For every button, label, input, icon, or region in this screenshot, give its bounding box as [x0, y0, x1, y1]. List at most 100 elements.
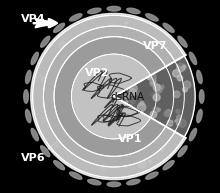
Circle shape	[73, 62, 79, 67]
Circle shape	[148, 123, 155, 131]
Circle shape	[151, 79, 156, 84]
Circle shape	[178, 59, 185, 66]
Circle shape	[84, 42, 91, 48]
Circle shape	[109, 80, 114, 85]
Circle shape	[84, 146, 88, 150]
Circle shape	[65, 49, 73, 57]
Circle shape	[62, 55, 67, 60]
Circle shape	[108, 42, 115, 49]
Circle shape	[176, 109, 180, 113]
Circle shape	[54, 78, 57, 82]
Ellipse shape	[88, 179, 101, 185]
Circle shape	[130, 98, 135, 104]
Circle shape	[106, 106, 109, 110]
Circle shape	[182, 65, 186, 69]
Circle shape	[153, 107, 159, 113]
Circle shape	[58, 101, 62, 105]
Circle shape	[119, 25, 124, 30]
Circle shape	[115, 106, 123, 114]
Circle shape	[106, 106, 108, 108]
Circle shape	[174, 123, 176, 125]
Circle shape	[102, 52, 104, 55]
Circle shape	[100, 161, 107, 169]
Circle shape	[93, 95, 100, 101]
Circle shape	[113, 89, 117, 92]
Circle shape	[101, 107, 107, 114]
Circle shape	[51, 63, 53, 66]
Circle shape	[108, 96, 114, 101]
Circle shape	[105, 85, 113, 93]
Circle shape	[183, 81, 191, 88]
Circle shape	[177, 115, 181, 120]
Circle shape	[121, 87, 123, 90]
Circle shape	[107, 101, 109, 103]
Circle shape	[101, 70, 108, 77]
Circle shape	[121, 68, 129, 76]
Ellipse shape	[26, 109, 31, 123]
Circle shape	[123, 76, 126, 79]
Circle shape	[125, 120, 127, 123]
Circle shape	[78, 58, 84, 63]
Circle shape	[98, 56, 103, 61]
Circle shape	[147, 75, 152, 79]
Circle shape	[108, 111, 111, 114]
Circle shape	[167, 65, 174, 72]
Circle shape	[143, 131, 147, 135]
Circle shape	[138, 70, 141, 74]
Circle shape	[85, 109, 94, 117]
Circle shape	[90, 113, 95, 118]
Circle shape	[130, 89, 136, 95]
Circle shape	[155, 82, 161, 88]
Circle shape	[76, 93, 79, 96]
Circle shape	[42, 78, 44, 81]
Ellipse shape	[54, 23, 65, 32]
Text: VP7: VP7	[143, 41, 167, 51]
Circle shape	[104, 95, 113, 104]
Circle shape	[152, 133, 158, 140]
Circle shape	[110, 91, 116, 97]
Circle shape	[69, 128, 71, 130]
Circle shape	[106, 88, 113, 96]
Circle shape	[126, 87, 128, 90]
Ellipse shape	[24, 90, 28, 103]
Text: VP6: VP6	[21, 153, 46, 163]
Circle shape	[167, 52, 172, 57]
Ellipse shape	[70, 172, 82, 179]
Circle shape	[132, 111, 136, 115]
Circle shape	[166, 110, 171, 115]
Circle shape	[79, 113, 82, 116]
Ellipse shape	[107, 6, 121, 11]
Circle shape	[183, 87, 187, 92]
Circle shape	[104, 102, 108, 105]
Circle shape	[145, 137, 150, 142]
Circle shape	[117, 114, 122, 119]
Circle shape	[111, 94, 119, 102]
Circle shape	[112, 100, 117, 104]
Circle shape	[92, 114, 95, 117]
Circle shape	[161, 47, 167, 52]
Ellipse shape	[146, 172, 158, 179]
Circle shape	[103, 51, 104, 53]
Wedge shape	[72, 54, 151, 139]
Circle shape	[105, 104, 113, 112]
Circle shape	[112, 91, 119, 98]
Circle shape	[131, 119, 138, 126]
Ellipse shape	[127, 8, 140, 14]
Circle shape	[154, 37, 160, 42]
Circle shape	[140, 119, 143, 122]
Circle shape	[33, 15, 195, 178]
Circle shape	[130, 125, 135, 130]
Circle shape	[133, 63, 141, 71]
Circle shape	[167, 120, 173, 126]
Circle shape	[94, 79, 102, 87]
Circle shape	[160, 115, 166, 120]
Circle shape	[58, 110, 65, 116]
Circle shape	[121, 113, 123, 116]
Circle shape	[118, 80, 123, 84]
Circle shape	[177, 56, 182, 60]
Circle shape	[110, 154, 118, 163]
Circle shape	[101, 88, 104, 91]
Circle shape	[130, 86, 138, 94]
Circle shape	[121, 75, 124, 78]
Circle shape	[91, 129, 95, 133]
